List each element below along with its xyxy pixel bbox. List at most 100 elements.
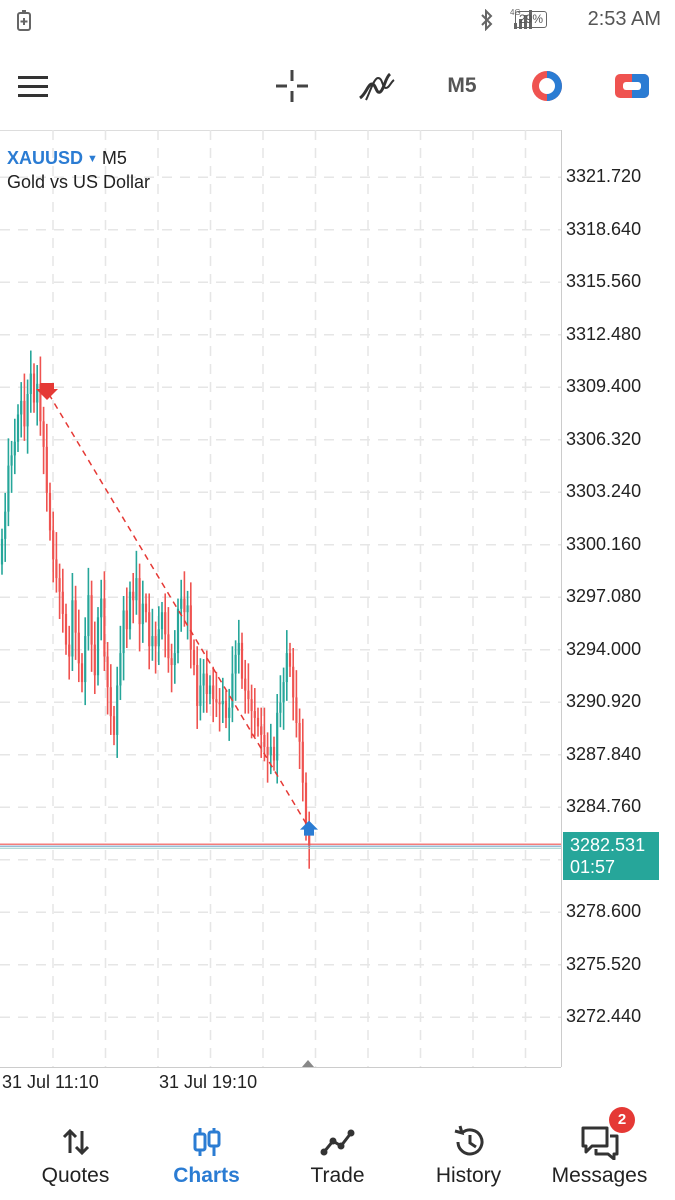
symbol-header[interactable]: XAUUSD ▼ M5 <box>7 148 127 169</box>
menu-button[interactable] <box>10 55 56 117</box>
candle-body <box>23 400 26 427</box>
candle-body <box>183 598 186 613</box>
price-scale-label: 3309.400 <box>566 376 642 397</box>
candle-body <box>71 600 74 657</box>
candle-body <box>308 830 311 846</box>
chart-area[interactable]: XAUUSD ▼ M5 Gold vs US Dollar 3321.720 3318… <box>0 130 675 1102</box>
nav-label-history: History <box>435 1164 502 1187</box>
candle-body <box>16 414 20 442</box>
price-scale-label: 3315.560 <box>566 271 642 292</box>
candle-body <box>90 595 93 645</box>
symbol-description: Gold vs US Dollar <box>7 172 151 192</box>
hamburger-menu-icon <box>18 76 48 97</box>
charts-icon <box>193 1128 220 1156</box>
candle-body <box>144 603 148 613</box>
price-scale-label: 3275.520 <box>566 953 642 974</box>
nav-label-quotes: Quotes <box>41 1164 110 1187</box>
price-scale-label: 3306.320 <box>566 428 642 449</box>
symbol-dropdown-icon[interactable]: ▼ <box>87 153 98 165</box>
trade-icon <box>320 1129 354 1156</box>
chart-toolbar: M5 <box>0 55 675 117</box>
candle-body <box>218 702 221 705</box>
candle-body <box>234 654 237 674</box>
chart-canvas[interactable] <box>0 130 675 1102</box>
candle-body <box>45 446 48 493</box>
price-scale-label: 3284.760 <box>566 796 642 817</box>
price-scale-label: 3272.440 <box>566 1006 642 1027</box>
battery-icon: 29% <box>514 11 547 28</box>
messages-badge: 2 <box>609 1107 635 1133</box>
nav-history[interactable]: History <box>401 1100 536 1200</box>
nav-charts[interactable]: Charts <box>139 1100 274 1200</box>
candle-body <box>20 400 23 415</box>
candle-body <box>221 700 224 705</box>
price-scale-label: 3321.720 <box>566 166 642 187</box>
candle-body <box>205 673 208 695</box>
candle-body <box>196 665 199 706</box>
crosshair-button[interactable] <box>268 55 316 117</box>
candle-body <box>39 383 42 422</box>
candle-body <box>48 492 52 531</box>
candle-body <box>93 644 96 676</box>
candle-body <box>4 511 7 539</box>
candle-body <box>151 636 154 647</box>
candle-body <box>29 373 32 395</box>
candle-body <box>109 687 112 717</box>
candle-body <box>189 605 192 650</box>
candle-body <box>288 653 292 667</box>
nav-messages[interactable]: Messages <box>532 1100 667 1200</box>
candle-body <box>295 697 298 723</box>
candle-body <box>176 608 180 654</box>
timeframe-button[interactable]: M5 <box>437 55 487 117</box>
price-scale-label: 3287.840 <box>566 743 642 764</box>
candle-body <box>138 578 141 625</box>
candle-body <box>253 711 256 718</box>
time-label-1: 31 Jul 19:10 <box>159 1072 258 1092</box>
candle-body <box>32 373 36 403</box>
candle-body <box>58 578 61 592</box>
candle-body <box>208 685 212 695</box>
price-scale-label: 3278.600 <box>566 901 642 922</box>
nav-trade[interactable]: Trade <box>270 1100 405 1200</box>
history-icon <box>454 1125 483 1156</box>
candle-body <box>26 394 29 427</box>
candle-body <box>64 613 68 645</box>
symbol-timeframe: M5 <box>101 148 127 168</box>
quotes-icon <box>62 1128 89 1156</box>
symbol-name[interactable]: XAUUSD <box>7 148 84 168</box>
candle-body <box>87 595 90 637</box>
bluetooth-icon <box>481 9 493 31</box>
candle-body <box>279 702 282 713</box>
candle-body <box>250 699 253 712</box>
candle-body <box>304 782 308 831</box>
candle-body <box>84 636 87 683</box>
status-bar: 4G 29% 2:53 AM <box>0 0 675 40</box>
candle-body <box>116 685 119 735</box>
candle-body <box>77 632 80 664</box>
candle-body <box>256 717 260 727</box>
nav-quotes[interactable]: Quotes <box>8 1100 143 1200</box>
clock-time: 2:53 AM <box>587 8 661 30</box>
candle-body <box>231 673 234 708</box>
candle-body <box>0 538 4 565</box>
candle-body <box>135 578 138 601</box>
nav-label-messages: Messages <box>551 1164 648 1187</box>
price-scale-label: 3290.920 <box>566 691 642 712</box>
candle-body <box>173 653 176 666</box>
current-price-label: 3282.531 01:57 <box>563 832 659 880</box>
battery-saver-icon <box>17 10 31 31</box>
candle-body <box>186 605 189 613</box>
candle-body <box>122 610 125 654</box>
indicators-button[interactable] <box>352 55 402 117</box>
candle-body <box>125 610 128 630</box>
price-scale-label: 3294.000 <box>566 638 642 659</box>
price-scale-label: 3297.080 <box>566 586 642 607</box>
candle-body <box>36 383 39 403</box>
objects-button[interactable] <box>523 55 571 117</box>
trend-line <box>48 393 310 830</box>
candle-body <box>42 421 45 447</box>
candle-body <box>260 726 263 735</box>
trade-panel-button[interactable] <box>608 55 656 117</box>
candle-body <box>106 656 109 688</box>
messages-icon <box>581 1126 618 1160</box>
